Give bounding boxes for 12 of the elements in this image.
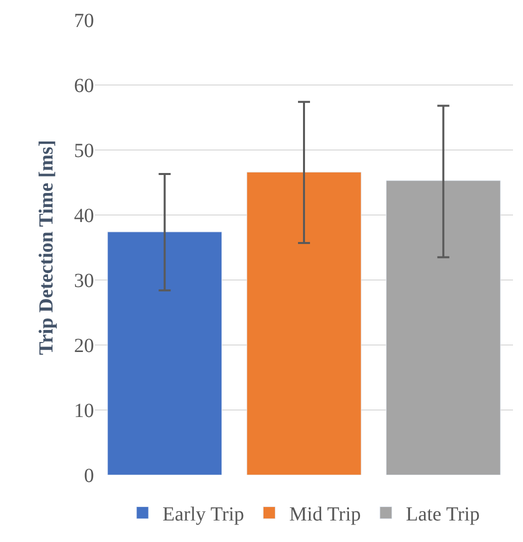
legend-label: Late Trip — [406, 504, 480, 526]
y-tick-label: 0 — [84, 465, 94, 487]
y-tick-label: 20 — [74, 335, 94, 357]
y-tick-label: 40 — [74, 205, 94, 227]
y-axis-title: Trip Detection Time [ms] — [36, 140, 58, 355]
legend-label: Early Trip — [162, 504, 244, 526]
y-tick-label: 30 — [74, 270, 94, 292]
y-tick-label: 60 — [74, 75, 94, 97]
y-tick-label: 70 — [74, 10, 94, 32]
y-tick-label: 10 — [74, 400, 94, 422]
y-tick-label: 50 — [74, 140, 94, 162]
legend-label: Mid Trip — [289, 504, 361, 526]
